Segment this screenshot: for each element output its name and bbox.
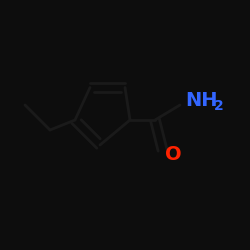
Text: 2: 2 (214, 99, 224, 113)
Text: NH: NH (185, 90, 218, 110)
Text: O: O (165, 146, 182, 165)
